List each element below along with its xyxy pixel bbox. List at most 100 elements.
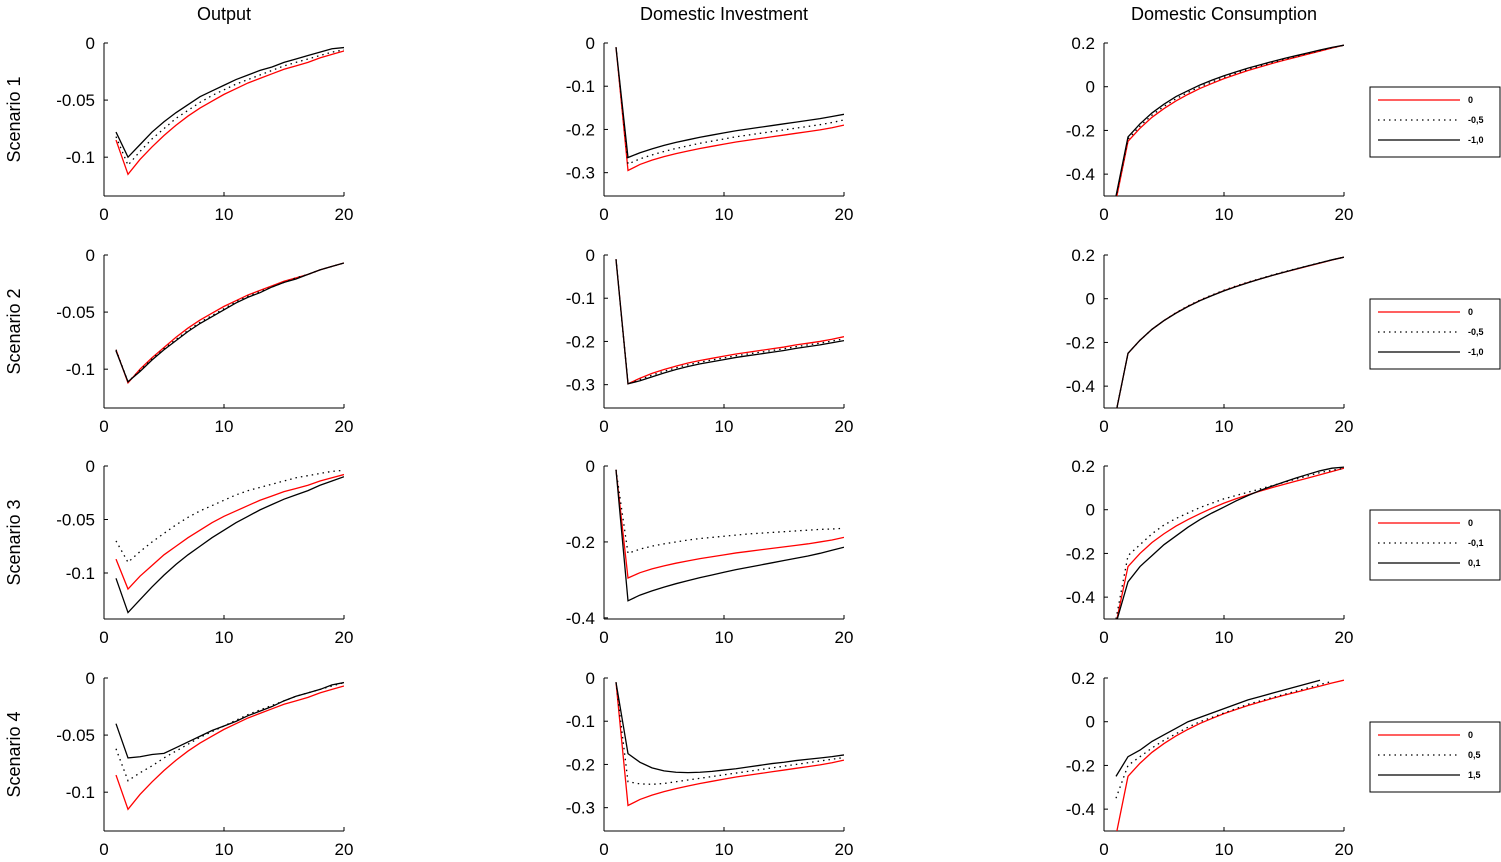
- y-tick-label: -0.4: [1066, 588, 1095, 607]
- x-tick-label: 0: [1099, 840, 1108, 859]
- y-tick-label: -0.1: [66, 148, 95, 167]
- x-tick-label: 20: [1335, 840, 1354, 859]
- x-tick-label: 0: [99, 840, 108, 859]
- series-line: [115, 476, 344, 614]
- series-line: [115, 49, 344, 167]
- series-line: [115, 681, 344, 759]
- x-tick-label: 20: [835, 205, 854, 224]
- x-tick-label: 0: [99, 205, 108, 224]
- y-tick-label: 0: [1086, 290, 1095, 309]
- y-tick-label: -0.3: [566, 164, 595, 183]
- legend-box: [1369, 298, 1501, 370]
- x-tick-label: 10: [715, 205, 734, 224]
- series-line: [615, 469, 844, 602]
- y-tick-label: -0.2: [566, 120, 595, 139]
- y-tick-label: -0.05: [56, 510, 95, 529]
- row-label: Scenario 3: [4, 499, 24, 585]
- y-tick-label: -0.2: [1066, 544, 1095, 563]
- series-line: [615, 682, 844, 774]
- y-tick-label: -0.2: [1066, 121, 1095, 140]
- series-line: [1116, 256, 1344, 408]
- panel-title: Domestic Investment: [640, 4, 808, 24]
- y-tick-label: 0.2: [1071, 34, 1095, 53]
- legend-label: 0: [1468, 730, 1473, 740]
- legend-label: -0,5: [1468, 327, 1484, 337]
- y-tick-label: -0.05: [56, 303, 95, 322]
- y-tick-label: 0: [1086, 713, 1095, 732]
- y-tick-label: -0.4: [1066, 165, 1095, 184]
- legend-label: 0: [1468, 518, 1473, 528]
- series-line: [1115, 44, 1344, 196]
- x-tick-label: 0: [1099, 205, 1108, 224]
- x-tick-label: 20: [335, 628, 354, 647]
- x-tick-label: 20: [835, 628, 854, 647]
- series-line: [115, 685, 344, 811]
- series-line: [1115, 467, 1344, 619]
- y-tick-label: -0.1: [66, 783, 95, 802]
- legend-label: -0,5: [1468, 115, 1484, 125]
- y-tick-label: -0.05: [56, 91, 95, 110]
- series-line: [615, 682, 844, 807]
- y-tick-label: 0: [1086, 501, 1095, 520]
- y-tick-label: -0.2: [566, 755, 595, 774]
- series-line: [1115, 44, 1344, 196]
- x-tick-label: 0: [599, 840, 608, 859]
- y-tick-label: 0: [86, 34, 95, 53]
- series-line: [1116, 466, 1344, 619]
- series-line: [115, 473, 344, 591]
- row-label: Scenario 4: [4, 711, 24, 797]
- series-line: [615, 469, 844, 579]
- legend-label: -1,0: [1468, 135, 1484, 145]
- y-tick-label: -0.05: [56, 726, 95, 745]
- legend-label: 0,5: [1468, 750, 1481, 760]
- y-tick-label: -0.4: [1066, 800, 1095, 819]
- legend-label: 1,5: [1468, 770, 1481, 780]
- x-tick-label: 20: [835, 840, 854, 859]
- x-tick-label: 10: [1215, 840, 1234, 859]
- legend-label: -1,0: [1468, 347, 1484, 357]
- x-tick-label: 10: [715, 840, 734, 859]
- series-line: [1116, 256, 1344, 408]
- y-tick-label: -0.4: [1066, 377, 1095, 396]
- y-tick-label: 0: [1086, 78, 1095, 97]
- legend-label: -0,1: [1468, 538, 1484, 548]
- series-line: [115, 262, 344, 383]
- y-tick-label: -0.1: [66, 564, 95, 583]
- x-tick-label: 20: [1335, 417, 1354, 436]
- series-line: [1116, 679, 1344, 831]
- panel-title: Domestic Consumption: [1131, 4, 1317, 24]
- y-tick-label: -0.1: [566, 77, 595, 96]
- x-tick-label: 0: [599, 205, 608, 224]
- y-tick-label: 0.2: [1071, 669, 1095, 688]
- legend-box: [1369, 721, 1501, 793]
- y-tick-label: -0.2: [1066, 756, 1095, 775]
- y-tick-label: 0: [86, 457, 95, 476]
- legend-label: 0: [1468, 307, 1473, 317]
- y-tick-label: 0.2: [1071, 246, 1095, 265]
- y-tick-label: 0: [586, 246, 595, 265]
- x-tick-label: 0: [99, 417, 108, 436]
- legend-box: [1369, 509, 1501, 581]
- y-tick-label: -0.2: [1066, 333, 1095, 352]
- legend-label: 0,1: [1468, 558, 1481, 568]
- panel-title: Output: [197, 4, 251, 24]
- y-tick-label: -0.1: [566, 289, 595, 308]
- legend-label: 0: [1468, 95, 1473, 105]
- y-tick-label: -0.4: [566, 609, 595, 628]
- series-line: [115, 50, 344, 176]
- y-tick-label: 0: [86, 669, 95, 688]
- series-line: [1115, 680, 1333, 799]
- series-line: [615, 47, 844, 172]
- x-tick-label: 10: [715, 417, 734, 436]
- x-tick-label: 0: [599, 628, 608, 647]
- series-line: [115, 46, 344, 159]
- y-tick-label: 0.2: [1071, 457, 1095, 476]
- x-tick-label: 10: [1215, 417, 1234, 436]
- series-line: [1115, 679, 1321, 777]
- x-tick-label: 0: [99, 628, 108, 647]
- y-tick-label: 0: [586, 457, 595, 476]
- y-tick-label: 0: [86, 246, 95, 265]
- y-tick-label: -0.1: [66, 360, 95, 379]
- series-line: [115, 262, 344, 385]
